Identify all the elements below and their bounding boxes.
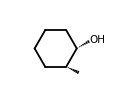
Text: OH: OH xyxy=(90,35,106,45)
